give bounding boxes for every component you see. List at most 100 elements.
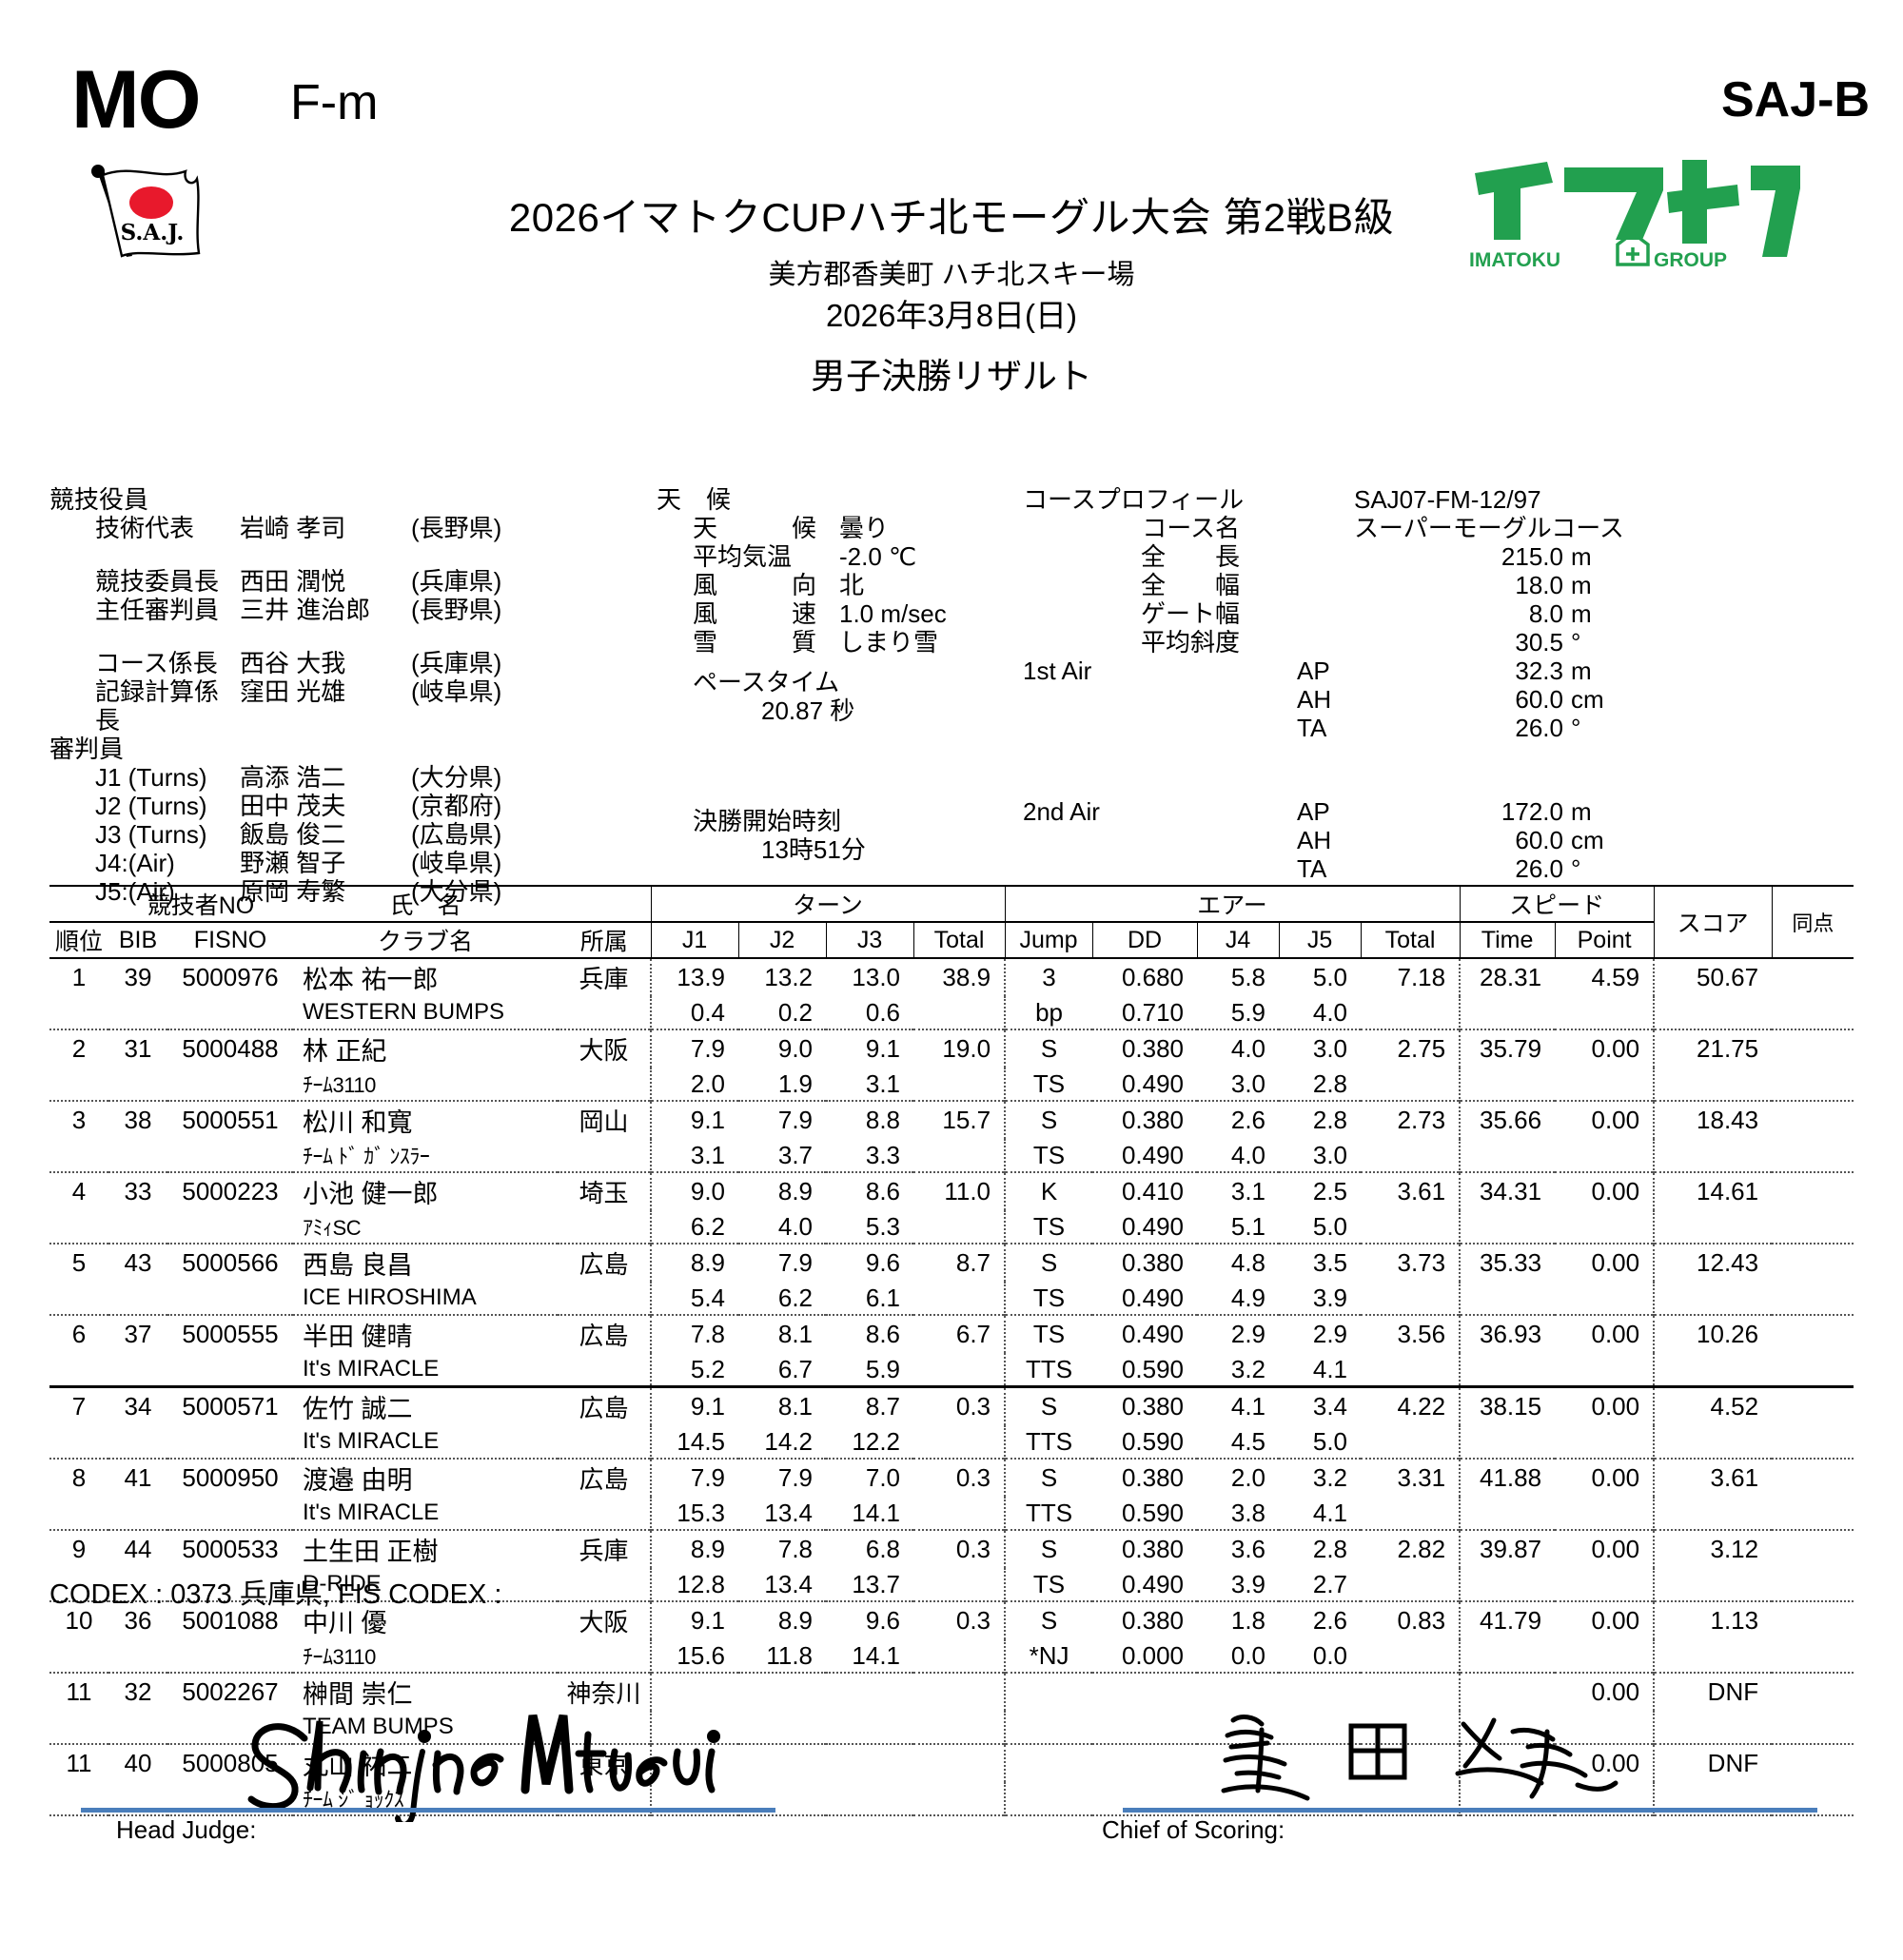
col-jump: Jump <box>1005 922 1093 959</box>
cell-turn-total: 15.7 <box>913 1100 1007 1139</box>
cell-rank: 9 <box>49 1529 108 1568</box>
table-row-secondary: ICE HIROSHIMA 5.4 6.2 6.1 TS 0.490 4.9 3.9 <box>49 1282 1854 1315</box>
pace-time-value: 20.87 秒 <box>761 696 855 725</box>
cell-jump2: TTS <box>1025 1354 1073 1383</box>
cell-time: 39.87 <box>1460 1529 1556 1568</box>
cell-j1-run2: 15.6 <box>677 1640 726 1670</box>
cell-dd2 <box>1092 1711 1197 1744</box>
table-row-secondary: TEAM BUMPS <box>49 1711 1854 1744</box>
cell-dd1: 0.380 <box>1092 1529 1198 1568</box>
header-competitor-no: 競技者NO <box>108 886 294 923</box>
air-key: TA <box>1297 714 1327 742</box>
judge-pref: (大分県) <box>411 763 502 792</box>
cell-j2-run1: 7.9 <box>738 1243 827 1282</box>
weather-label: 風 <box>693 599 718 628</box>
cell-athlete-name: 小池 健一郎 <box>293 1171 559 1210</box>
official-label: 技術代表 <box>95 514 195 542</box>
cell-j2-run1: 7.9 <box>738 1458 827 1497</box>
weather-label2: 速 <box>791 599 816 628</box>
cell-j2-run1: 13.2 <box>738 957 827 996</box>
cell-j1-run1: 7.9 <box>651 1458 739 1497</box>
cell-dd2: 0.710 <box>1121 997 1185 1027</box>
cell-j3-run2: 6.1 <box>865 1283 901 1312</box>
cell-score: DNF <box>1654 1672 1773 1711</box>
judges-title: 審判員 <box>49 735 125 763</box>
cell-j3-run1 <box>826 1743 914 1782</box>
course-unit: m <box>1571 571 1592 599</box>
cell-score: 10.26 <box>1654 1314 1773 1353</box>
weather-value: しまり雪 <box>839 628 939 657</box>
judge-pref: (広島県) <box>411 820 502 849</box>
official-row: コース係長 西谷 大我 (兵庫県) <box>49 649 582 677</box>
cell-fisno: 5000950 <box>167 1458 294 1497</box>
judge-row: J2 (Turns) 田中 茂夫 (京都府) <box>49 792 582 820</box>
cell-j4-air1 <box>1197 1672 1280 1711</box>
cell-j4-air1: 2.9 <box>1197 1314 1280 1353</box>
official-row: 主任審判員 三井 進治郎 (長野県) <box>49 596 582 624</box>
cell-tie <box>1772 1458 1854 1497</box>
cell-j1-run2: 0.4 <box>690 997 726 1027</box>
weather-title: 天 候 <box>657 485 732 514</box>
venue-text: 美方郡香美町 ハチ北スキー場 <box>768 260 1135 290</box>
cell-jump1 <box>1005 1743 1093 1782</box>
cell-club-name: D-RIDE <box>303 1571 382 1597</box>
cell-j4-air1: 3.6 <box>1197 1529 1280 1568</box>
cell-dd2: 0.590 <box>1121 1354 1185 1383</box>
chief-of-scoring-signature-line <box>1123 1808 1817 1813</box>
weather-value: -2.0 ℃ <box>839 542 917 571</box>
cell-fisno: 5000533 <box>167 1529 294 1568</box>
cell-j1-run1: 13.9 <box>651 957 739 996</box>
table-row: 11 32 5002267 榊間 崇仁 神奈川 0.00 DNF <box>49 1672 1854 1711</box>
air1-row: TA 26.0 ° <box>1023 714 1813 742</box>
course-label: コース名 <box>1142 514 1240 542</box>
cell-dd1: 0.490 <box>1092 1314 1198 1353</box>
course-value: 215.0 <box>1501 542 1563 571</box>
weather-label: 雪 <box>693 628 718 657</box>
cell-j5-air2: 2.7 <box>1312 1569 1348 1598</box>
cell-athlete-name: 中川 優 <box>293 1600 559 1639</box>
cell-tie <box>1772 1529 1854 1568</box>
cell-j5-air1: 2.6 <box>1279 1600 1362 1639</box>
cell-point: 0.00 <box>1555 1171 1656 1210</box>
cell-bib: 44 <box>108 1529 167 1568</box>
saj-flag-icon: S.A.J. <box>91 165 201 258</box>
weather-label: 風 <box>693 571 718 599</box>
cell-club-name: ﾁｰﾑ ｼﾞ ｮｯｸｽ <box>303 1788 404 1812</box>
cell-bib: 36 <box>108 1600 167 1639</box>
cell-tie <box>1772 1243 1854 1282</box>
cell-score: 12.43 <box>1654 1243 1773 1282</box>
official-row: 競技委員長 西田 潤悦 (兵庫県) <box>49 567 582 596</box>
table-row-secondary: It's MIRACLE 5.2 6.7 5.9 TTS 0.590 3.2 4.1 <box>49 1353 1854 1387</box>
air-unit: m <box>1571 797 1592 826</box>
cell-j5-air2: 4.1 <box>1312 1354 1348 1383</box>
discipline-code: MO <box>71 54 202 146</box>
col-time: Time <box>1460 922 1556 959</box>
official-name: 西谷 大我 <box>240 649 346 677</box>
cell-score: 14.61 <box>1654 1171 1773 1210</box>
cell-score: 3.12 <box>1654 1529 1773 1568</box>
cell-athlete-name: 松川 和寬 <box>293 1100 559 1139</box>
air-key: TA <box>1297 854 1327 883</box>
cell-air-total: 7.18 <box>1361 957 1462 996</box>
cell-affiliation: 広島 <box>558 1314 653 1353</box>
cell-affiliation: 広島 <box>558 1385 653 1425</box>
cell-club-name: ICE HIROSHIMA <box>303 1284 477 1310</box>
cell-tie <box>1772 1600 1854 1639</box>
cell-dd1: 0.380 <box>1092 1458 1198 1497</box>
cell-j5-air1: 3.2 <box>1279 1458 1362 1497</box>
judge-name: 飯島 俊二 <box>240 820 346 849</box>
cell-dd2: 0.490 <box>1121 1140 1185 1169</box>
table-row-secondary: It's MIRACLE 15.3 13.4 14.1 TTS 0.590 3.8 4.1 <box>49 1497 1854 1530</box>
cell-j4-air1: 2.0 <box>1197 1458 1280 1497</box>
cell-dd2: 0.490 <box>1121 1569 1185 1598</box>
course-row: 平均斜度 30.5 ° <box>1023 628 1813 657</box>
cell-turn-total: 38.9 <box>913 957 1007 996</box>
cell-j1-run1: 9.1 <box>651 1100 739 1139</box>
cell-j1-run1: 9.1 <box>651 1600 739 1639</box>
table-row: 9 44 5000533 土生田 正樹 兵庫 8.9 7.8 6.8 0.3 S 0.380 3.6 2… <box>49 1529 1854 1568</box>
col-dd: DD <box>1092 922 1198 959</box>
col-j2: J2 <box>738 922 827 959</box>
weather-value: 1.0 m/sec <box>839 599 947 628</box>
cell-j1-run1: 8.9 <box>651 1529 739 1568</box>
cell-bib: 41 <box>108 1458 167 1497</box>
